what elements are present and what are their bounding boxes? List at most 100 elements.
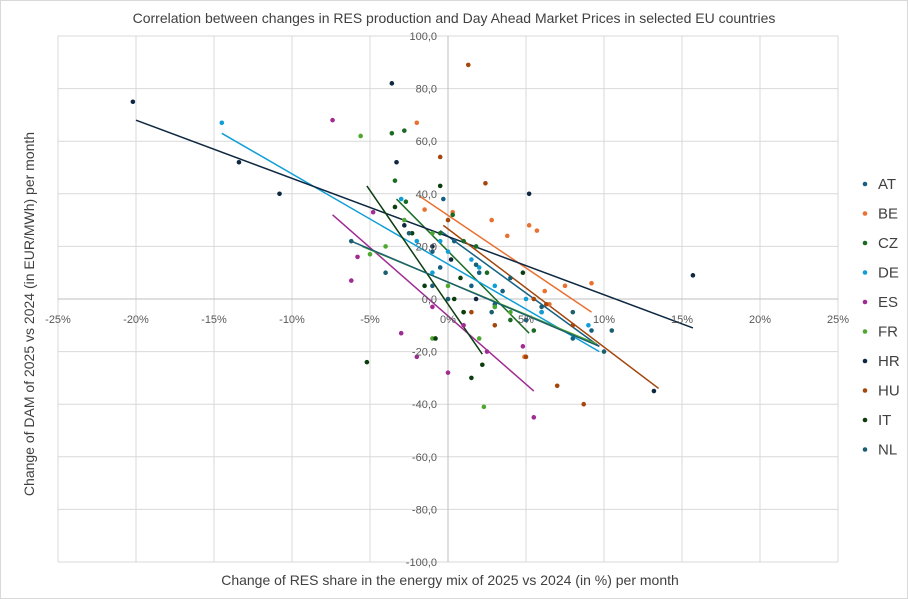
legend-label-hr: HR — [878, 353, 900, 370]
point-at — [437, 265, 443, 270]
point-hu — [483, 180, 488, 186]
point-hr — [236, 159, 242, 165]
point-be — [414, 120, 420, 126]
point-cz — [437, 230, 443, 236]
x-tick-labels: -25% -20% -15% -10% -5% 0% 5% 10% 15% 20% 25% — [45, 314, 849, 326]
point-it — [461, 309, 466, 315]
point-fr — [508, 309, 513, 315]
point-es — [348, 278, 354, 283]
y-tick-label: 80,0 — [416, 84, 437, 96]
point-de — [414, 238, 420, 244]
point-at — [570, 336, 576, 341]
y-tick-labels: -100,0 -80,0 -60,0 -40,0 -20,0 0,0 20,0 40,0 60,… — [406, 31, 437, 569]
point-hr — [473, 296, 479, 302]
point-at — [589, 328, 594, 333]
point-fr — [367, 251, 373, 257]
point-be — [534, 228, 540, 233]
x-tick-label: 15% — [671, 314, 693, 326]
y-tick-label: -100,0 — [406, 557, 437, 569]
x-tick-label: 10% — [593, 314, 615, 326]
point-es — [355, 254, 360, 260]
x-axis-title: Change of RES share in the energy mix of… — [221, 572, 679, 588]
trendline-be — [419, 195, 592, 313]
point-hr — [448, 257, 454, 262]
legend-label-at: AT — [878, 176, 896, 193]
point-it — [458, 275, 463, 281]
point-hu — [531, 296, 537, 302]
legend-marker-nl — [862, 447, 868, 452]
legend-label-nl: NL — [878, 442, 897, 459]
legend-marker-hr — [862, 358, 868, 364]
point-de — [476, 265, 482, 270]
point-nl — [489, 309, 494, 315]
point-nl — [570, 309, 576, 315]
point-be — [489, 217, 494, 223]
legend-marker-it — [862, 417, 868, 423]
x-tick-label: 25% — [827, 314, 849, 326]
legend-label-fr: FR — [878, 324, 898, 341]
point-it — [469, 375, 474, 381]
legend-marker-at — [862, 181, 868, 187]
point-hu — [469, 309, 474, 315]
x-tick-label: -25% — [45, 314, 71, 326]
trendline-nl — [350, 240, 600, 348]
point-de — [445, 249, 451, 254]
point-it — [451, 296, 457, 302]
point-it — [364, 359, 370, 365]
trendline-hu — [442, 224, 660, 390]
point-at — [523, 317, 529, 323]
point-it — [433, 336, 438, 341]
point-de — [398, 196, 404, 202]
point-be — [504, 233, 510, 239]
y-tick-label: -60,0 — [412, 452, 437, 464]
legend-marker-de — [862, 270, 868, 275]
point-it — [422, 283, 427, 289]
legend-marker-hu — [862, 388, 868, 393]
point-cz — [484, 270, 490, 276]
point-nl — [508, 275, 513, 281]
point-fr — [481, 404, 487, 410]
point-hr — [402, 223, 407, 228]
point-cz — [450, 212, 455, 218]
point-de — [437, 238, 443, 244]
legend-label-es: ES — [878, 294, 898, 311]
point-hu — [570, 323, 576, 328]
y-tick-label: -40,0 — [412, 399, 437, 411]
point-cz — [531, 328, 537, 333]
point-es — [520, 344, 526, 349]
point-at — [441, 196, 446, 202]
point-es — [430, 304, 435, 310]
point-be — [542, 288, 548, 294]
point-at — [451, 238, 457, 244]
point-be — [422, 207, 427, 212]
point-de — [539, 309, 544, 315]
point-de — [586, 323, 591, 328]
trendline-cz — [395, 198, 530, 334]
point-nl — [473, 262, 479, 268]
point-de — [219, 120, 225, 126]
legend-label-hu: HU — [878, 383, 900, 400]
legend-marker-fr — [862, 329, 868, 334]
trendline-hr — [135, 119, 694, 329]
point-nl — [609, 328, 615, 333]
point-hu — [492, 323, 498, 328]
point-fr — [445, 283, 451, 289]
point-de — [430, 270, 435, 276]
point-es — [445, 370, 451, 375]
legend-marker-be — [862, 211, 868, 216]
trendlines — [135, 119, 694, 392]
point-nl — [383, 270, 388, 276]
point-cz — [402, 128, 407, 133]
point-hu — [465, 62, 471, 68]
point-fr — [430, 230, 435, 236]
legend-label-it: IT — [878, 412, 891, 429]
point-hr — [394, 159, 399, 165]
x-tick-label: -10% — [279, 314, 305, 326]
point-fr — [402, 217, 407, 223]
point-it — [520, 270, 526, 276]
point-cz — [392, 178, 398, 183]
x-tick-label: -20% — [123, 314, 149, 326]
point-es — [531, 415, 537, 420]
legend-marker-cz — [862, 240, 868, 246]
point-hr — [430, 244, 435, 249]
